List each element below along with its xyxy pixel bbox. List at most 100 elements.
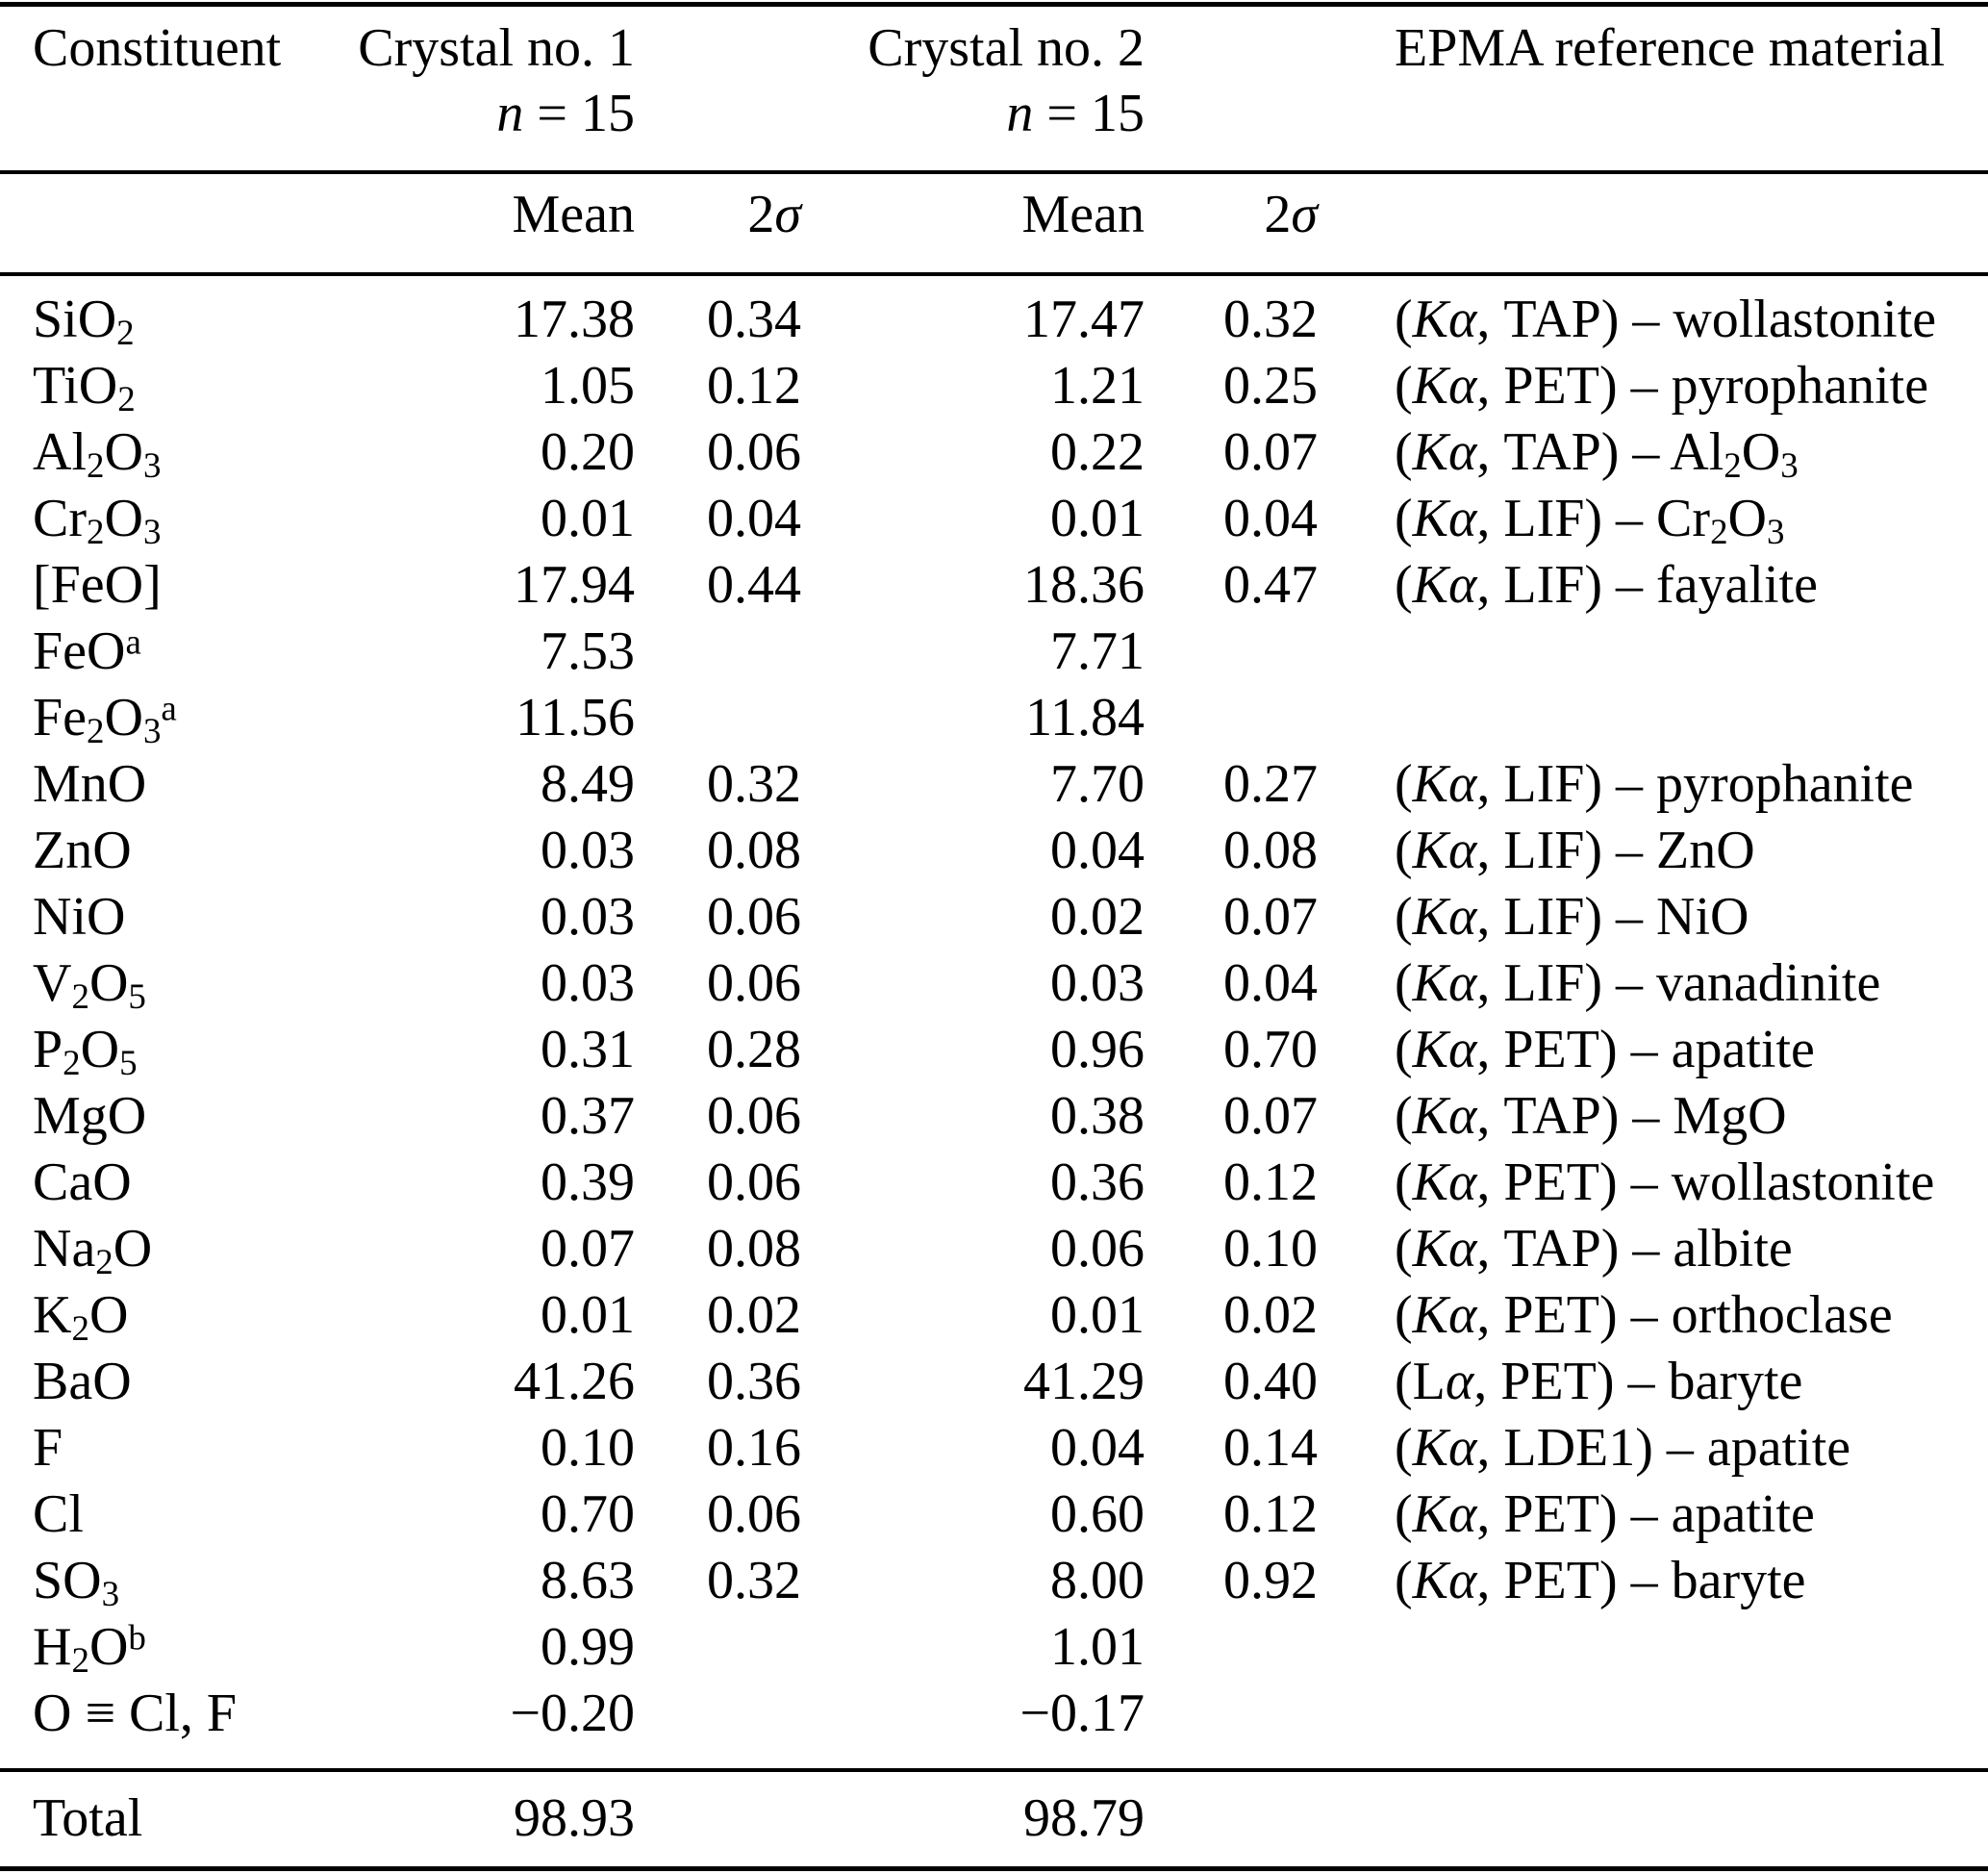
reference-cell: (Kα, LIF) – Cr2O3 [1395,489,1785,552]
table-row: ZnO 0.03 0.08 0.04 0.08 (Kα, LIF) – ZnO [0,818,1988,884]
crystal1-sigma-cell: 0.06 [707,1484,801,1544]
table-row: Cl 0.70 0.06 0.60 0.12 (Kα, PET) – apatite [0,1481,1988,1548]
constituent-cell: MnO [33,754,147,814]
crystal1-mean-cell: 0.01 [541,489,635,548]
crystal1-mean-cell: 1.05 [541,356,635,416]
table-row: FeOa 7.53 7.71 [0,619,1988,685]
crystal1-sigma-cell: 0.06 [707,953,801,1013]
bottom-rule [0,1866,1988,1871]
reference-cell: (Kα, LIF) – ZnO [1395,821,1755,880]
table-row: SiO2 17.38 0.34 17.47 0.32 (Kα, TAP) – wollas… [0,287,1988,353]
crystal1-mean-cell: 8.63 [541,1551,635,1610]
crystal1-sigma-cell: 0.28 [707,1020,801,1079]
crystal2-mean-cell: 0.96 [1050,1020,1145,1079]
crystal1-sigma-header: 2σ [747,185,801,244]
reference-cell: (Kα, PET) – apatite [1395,1020,1815,1079]
top-rule [0,2,1988,7]
crystal1-sigma-cell: 0.32 [707,1551,801,1610]
crystal2-mean-cell: 17.47 [1023,290,1145,349]
constituent-cell: Cr2O3 [33,489,162,552]
reference-cell: (Lα, PET) – baryte [1395,1352,1803,1411]
crystal1-mean-cell: 0.39 [541,1152,635,1212]
crystal1-mean-cell: 8.49 [541,754,635,814]
crystal1-sigma-cell: 0.06 [707,422,801,482]
reference-column-header: EPMA reference material [1395,18,1946,78]
crystal1-mean-cell: 11.56 [516,688,635,747]
crystal1-mean-cell: 0.99 [541,1617,635,1677]
crystal2-sigma-cell: 0.10 [1223,1219,1318,1279]
table-header-groups: Constituent Crystal no. 1 Crystal no. 2 … [0,15,1988,146]
header-columns-rule [0,272,1988,276]
total-rule [0,1768,1988,1772]
crystal1-sigma-cell: 0.16 [707,1418,801,1478]
constituent-cell: Cl [33,1484,84,1544]
crystal2-mean-cell: 7.71 [1050,621,1145,681]
crystal1-sigma-cell: 0.04 [707,489,801,548]
crystal1-mean-cell: 0.31 [541,1020,635,1079]
crystal1-sigma-cell: 0.06 [707,1086,801,1146]
header-group-line1: Constituent Crystal no. 1 Crystal no. 2 … [0,15,1988,81]
constituent-cell: F [33,1418,63,1478]
reference-cell: (Kα, LIF) – pyrophanite [1395,754,1914,814]
constituent-cell: Al2O3 [33,422,162,486]
crystal1-mean-cell: 0.20 [541,422,635,482]
crystal2-mean-cell: 1.01 [1050,1617,1145,1677]
crystal1-mean-cell: 17.38 [514,290,635,349]
crystal2-mean-cell: 0.02 [1050,887,1145,947]
table-row: MnO 8.49 0.32 7.70 0.27 (Kα, LIF) – pyrophani… [0,751,1988,818]
crystal2-mean-cell: 1.21 [1050,356,1145,416]
constituent-cell: [FeO] [33,555,162,615]
reference-cell: (Kα, PET) – orthoclase [1395,1285,1893,1345]
crystal1-sigma-cell: 0.06 [707,887,801,947]
header-group-rule [0,170,1988,174]
crystal1-sigma-cell: 0.06 [707,1152,801,1212]
crystal1-mean-cell: 7.53 [541,621,635,681]
table-header-columns: Mean 2σ Mean 2σ [0,168,1988,261]
constituent-cell: Na2O [33,1219,153,1282]
table-row: TiO2 1.05 0.12 1.21 0.25 (Kα, PET) – pyrophan… [0,353,1988,419]
crystal1-mean-cell: −0.20 [510,1684,635,1743]
crystal2-mean-cell: 41.29 [1023,1352,1145,1411]
total-label: Total [33,1788,143,1848]
crystal1-mean-cell: 0.03 [541,887,635,947]
crystal2-sigma-cell: 0.14 [1223,1418,1318,1478]
reference-cell: (Kα, LIF) – NiO [1395,887,1749,947]
crystal2-sigma-cell: 0.12 [1223,1152,1318,1212]
constituent-cell: O ≡ Cl, F [33,1684,238,1743]
crystal2-sigma-cell: 0.27 [1223,754,1318,814]
table-row: K2O 0.01 0.02 0.01 0.02 (Kα, PET) – orthoclas… [0,1282,1988,1349]
crystal2-mean-cell: 0.04 [1050,821,1145,880]
crystal1-sigma-cell: 0.02 [707,1285,801,1345]
total-row: Total 98.93 98.79 [0,1772,1988,1864]
table-row: CaO 0.39 0.06 0.36 0.12 (Kα, PET) – wollaston… [0,1150,1988,1216]
crystal1-mean-header: Mean [512,185,635,244]
reference-cell: (Kα, TAP) – wollastonite [1395,290,1937,349]
constituent-cell: K2O [33,1285,129,1349]
table-row: [FeO] 17.94 0.44 18.36 0.47 (Kα, LIF) – fayal… [0,552,1988,619]
table-row: NiO 0.03 0.06 0.02 0.07 (Kα, LIF) – NiO [0,884,1988,950]
total-mean2: 98.79 [1023,1788,1145,1848]
crystal1-sigma-cell: 0.32 [707,754,801,814]
table-row: F 0.10 0.16 0.04 0.14 (Kα, LDE1) – apatite [0,1415,1988,1481]
crystal1-sigma-cell: 0.08 [707,1219,801,1279]
crystal1-n-label: n = 15 [496,84,635,143]
table-row: Na2O 0.07 0.08 0.06 0.10 (Kα, TAP) – albite [0,1216,1988,1282]
crystal2-mean-cell: 0.04 [1050,1418,1145,1478]
table-row: V2O5 0.03 0.06 0.03 0.04 (Kα, LIF) – vanadini… [0,950,1988,1017]
crystal2-sigma-cell: 0.08 [1223,821,1318,880]
reference-cell: (Kα, LIF) – vanadinite [1395,953,1881,1013]
header-group-line2: n = 15 n = 15 [0,81,1988,146]
crystal2-sigma-cell: 0.92 [1223,1551,1318,1610]
reference-cell: (Kα, LIF) – fayalite [1395,555,1818,615]
constituent-cell: V2O5 [33,953,146,1017]
constituent-cell: H2Ob [33,1617,146,1681]
crystal2-mean-cell: 0.03 [1050,953,1145,1013]
table-row: SO3 8.63 0.32 8.00 0.92 (Kα, PET) – baryte [0,1548,1988,1614]
constituent-cell: CaO [33,1152,132,1212]
crystal2-mean-cell: 18.36 [1023,555,1145,615]
crystal2-sigma-cell: 0.47 [1223,555,1318,615]
reference-cell: (Kα, PET) – apatite [1395,1484,1815,1544]
crystal1-group-header: Crystal no. 1 [358,18,635,78]
table-row: MgO 0.37 0.06 0.38 0.07 (Kα, TAP) – MgO [0,1083,1988,1150]
reference-cell: (Kα, PET) – wollastonite [1395,1152,1935,1212]
